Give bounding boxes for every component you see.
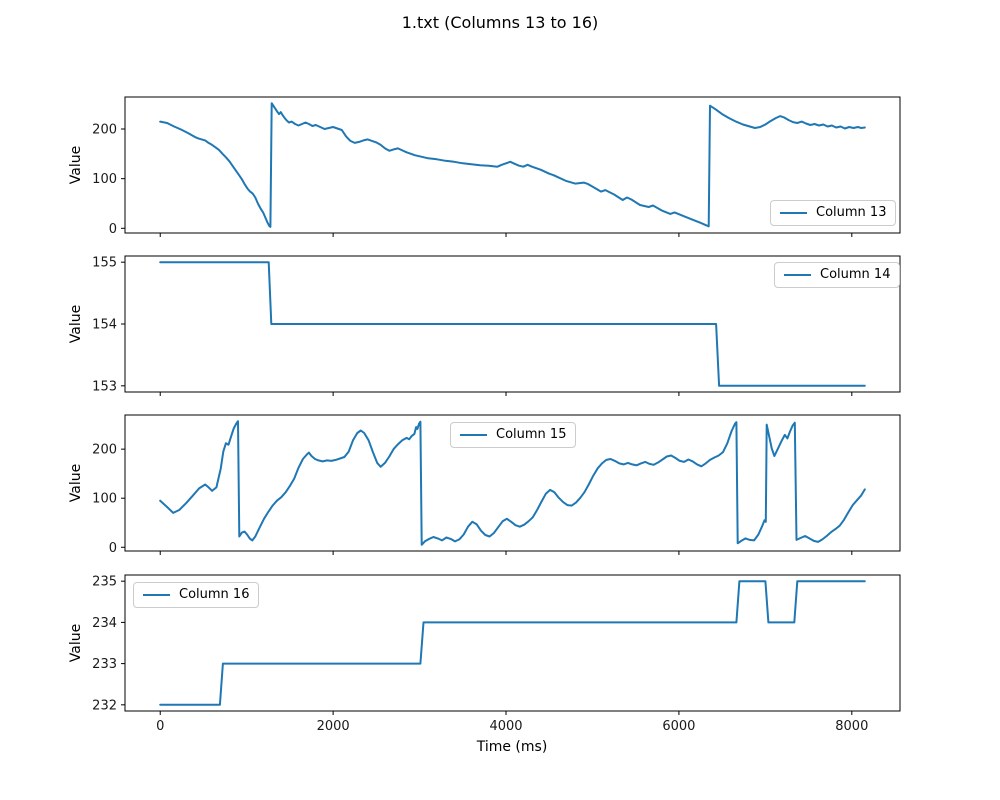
- y-tick-label: 200: [92, 443, 117, 458]
- legend-label: Column 14: [820, 267, 891, 282]
- x-tick-label: 2000: [317, 719, 350, 734]
- legend-line-icon: [460, 433, 487, 437]
- x-tick-label: 6000: [662, 719, 695, 734]
- y-tick-label: 234: [92, 616, 117, 631]
- y-tick-label: 0: [109, 541, 117, 556]
- legend-label: Column 13: [816, 205, 887, 220]
- subplot-2-frame: [124, 255, 901, 393]
- series-column-15-line: [159, 420, 866, 546]
- y-axis-label-subplot-1: Value: [68, 145, 84, 185]
- series-column-13-line: [159, 102, 866, 228]
- legend-label: Column 16: [179, 587, 250, 602]
- legend-line-icon: [780, 211, 807, 215]
- y-axis-label-subplot-3: Value: [68, 463, 84, 503]
- y-tick-label: 154: [92, 318, 117, 333]
- y-tick-label: 232: [92, 698, 117, 713]
- y-tick-label: 155: [92, 256, 117, 271]
- y-tick-label: 200: [92, 123, 117, 138]
- legend-column-13: Column 13: [770, 200, 897, 227]
- x-tick-label: 8000: [835, 719, 868, 734]
- y-tick-label: 235: [92, 575, 117, 590]
- y-tick-label: 100: [92, 492, 117, 507]
- subplot-1-frame: [124, 96, 901, 234]
- y-axis-label-subplot-4: Value: [68, 623, 84, 663]
- legend-line-icon: [143, 593, 170, 597]
- y-tick-label: 153: [92, 379, 117, 394]
- legend-label: Column 15: [496, 427, 567, 442]
- x-axis-label: Time (ms): [476, 739, 548, 755]
- y-tick-label: 100: [92, 172, 117, 187]
- x-tick-label: 4000: [489, 719, 522, 734]
- legend-line-icon: [784, 273, 811, 277]
- legend-column-14: Column 14: [774, 262, 901, 289]
- chart-title: 1.txt (Columns 13 to 16): [401, 13, 599, 32]
- legend-column-15: Column 15: [450, 422, 577, 449]
- x-tick-label: 0: [156, 719, 164, 734]
- subplot-4-frame: [124, 574, 901, 712]
- legend-column-16: Column 16: [133, 582, 260, 609]
- y-axis-label-subplot-2: Value: [68, 304, 84, 344]
- y-tick-label: 0: [109, 222, 117, 237]
- series-column-14-line: [159, 261, 866, 387]
- series-column-16-line: [159, 580, 866, 706]
- y-tick-label: 233: [92, 657, 117, 672]
- subplot-3-frame: [124, 414, 901, 552]
